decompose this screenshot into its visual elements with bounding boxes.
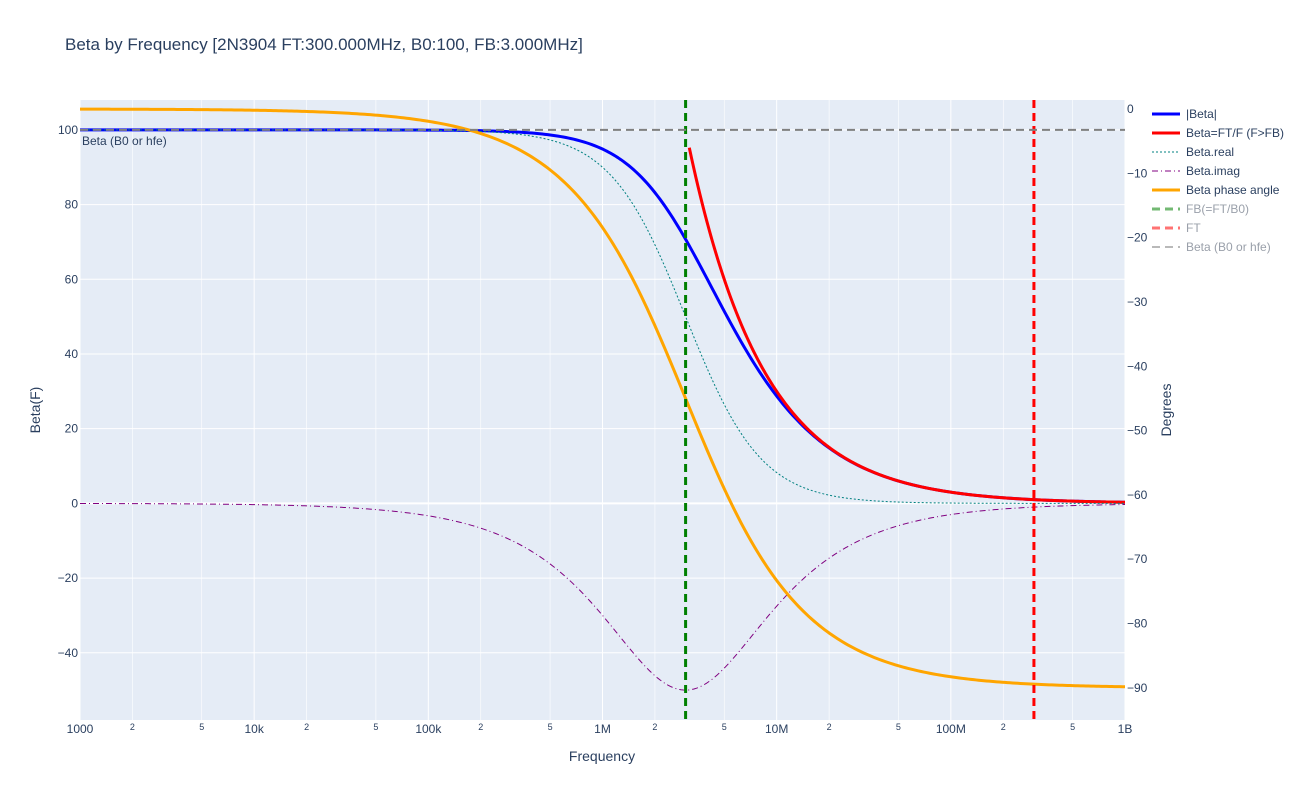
legend[interactable]: |Beta| Beta=FT/F (F>FB) Beta.real Beta.imag…	[1152, 107, 1284, 254]
x-tick-label: 5	[199, 722, 204, 732]
legend-item-beta-real[interactable]: Beta.real	[1152, 145, 1234, 159]
y-tick-label: −20	[58, 571, 79, 585]
x-tick-label: 10M	[765, 722, 788, 736]
y2-tick-label: −90	[1127, 681, 1148, 695]
legend-item-beta[interactable]: |Beta|	[1152, 107, 1217, 121]
y-tick-label: 0	[71, 496, 78, 510]
y-tick-label: 100	[58, 123, 78, 137]
x-tick-label: 5	[548, 722, 553, 732]
y-tick-label: 80	[65, 198, 79, 212]
y-tick-label: −40	[58, 646, 79, 660]
x-tick-label: 2	[1001, 722, 1006, 732]
y2-tick-label: −10	[1127, 166, 1148, 180]
y2-tick-labels: 0 −10 −20 −30 −40 −50 −60 −70 −80 −90	[1127, 102, 1148, 695]
y-axis-title: Beta(F)	[27, 387, 43, 434]
y-tick-label: 20	[65, 422, 79, 436]
legend-item-beta-ft-f-f-fb[interactable]: Beta=FT/F (F>FB)	[1152, 126, 1284, 140]
x-tick-labels: 1000 2 5 10k 2 5 100k 2 5 1M 2 5 10M 2 5 100M 2 5 1B	[67, 722, 1133, 736]
y2-tick-label: −20	[1127, 231, 1148, 245]
x-tick-label: 2	[478, 722, 483, 732]
y2-tick-label: −30	[1127, 295, 1148, 309]
legend-item-beta-b0-or-hfe[interactable]: Beta (B0 or hfe)	[1152, 240, 1271, 254]
x-tick-label: 10k	[244, 722, 264, 736]
x-tick-label: 2	[827, 722, 832, 732]
y2-tick-label: 0	[1127, 102, 1134, 116]
legend-item-ft[interactable]: FT	[1152, 221, 1201, 235]
legend-label: Beta=FT/F (F>FB)	[1186, 126, 1284, 140]
y2-axis-title: Degrees	[1158, 384, 1174, 437]
legend-label: Beta (B0 or hfe)	[1186, 240, 1271, 254]
y2-tick-label: −60	[1127, 488, 1148, 502]
y2-tick-label: −70	[1127, 552, 1148, 566]
x-tick-label: 100k	[415, 722, 442, 736]
x-tick-label: 5	[1070, 722, 1075, 732]
y2-tick-label: −40	[1127, 359, 1148, 373]
legend-label: Beta.real	[1186, 145, 1234, 159]
legend-item-fb-ft-b0[interactable]: FB(=FT/B0)	[1152, 202, 1249, 216]
y2-tick-label: −50	[1127, 424, 1148, 438]
x-tick-label: 2	[130, 722, 135, 732]
legend-label: FT	[1186, 221, 1201, 235]
y2-tick-label: −80	[1127, 617, 1148, 631]
x-tick-label: 1M	[594, 722, 611, 736]
x-tick-label: 1000	[67, 722, 94, 736]
legend-label: FB(=FT/B0)	[1186, 202, 1249, 216]
x-tick-label: 2	[304, 722, 309, 732]
x-tick-label: 1B	[1118, 722, 1133, 736]
legend-item-beta-phase-angle[interactable]: Beta phase angle	[1152, 183, 1280, 197]
legend-label: Beta phase angle	[1186, 183, 1280, 197]
x-tick-label: 5	[722, 722, 727, 732]
annotations: Beta (B0 or hfe)	[82, 134, 167, 148]
annotation-label: Beta (B0 or hfe)	[82, 134, 167, 148]
x-tick-label: 100M	[936, 722, 966, 736]
y-tick-label: 60	[65, 272, 79, 286]
legend-label: Beta.imag	[1186, 164, 1240, 178]
y-tick-labels: 100 80 60 40 20 0 −20 −40	[58, 123, 79, 660]
x-tick-label: 5	[373, 722, 378, 732]
legend-label: |Beta|	[1186, 107, 1217, 121]
x-tick-label: 5	[896, 722, 901, 732]
x-tick-label: 2	[652, 722, 657, 732]
chart-title: Beta by Frequency [2N3904 FT:300.000MHz,…	[65, 35, 583, 54]
legend-item-beta-imag[interactable]: Beta.imag	[1152, 164, 1240, 178]
x-axis-title: Frequency	[569, 748, 635, 764]
y-tick-label: 40	[65, 347, 79, 361]
